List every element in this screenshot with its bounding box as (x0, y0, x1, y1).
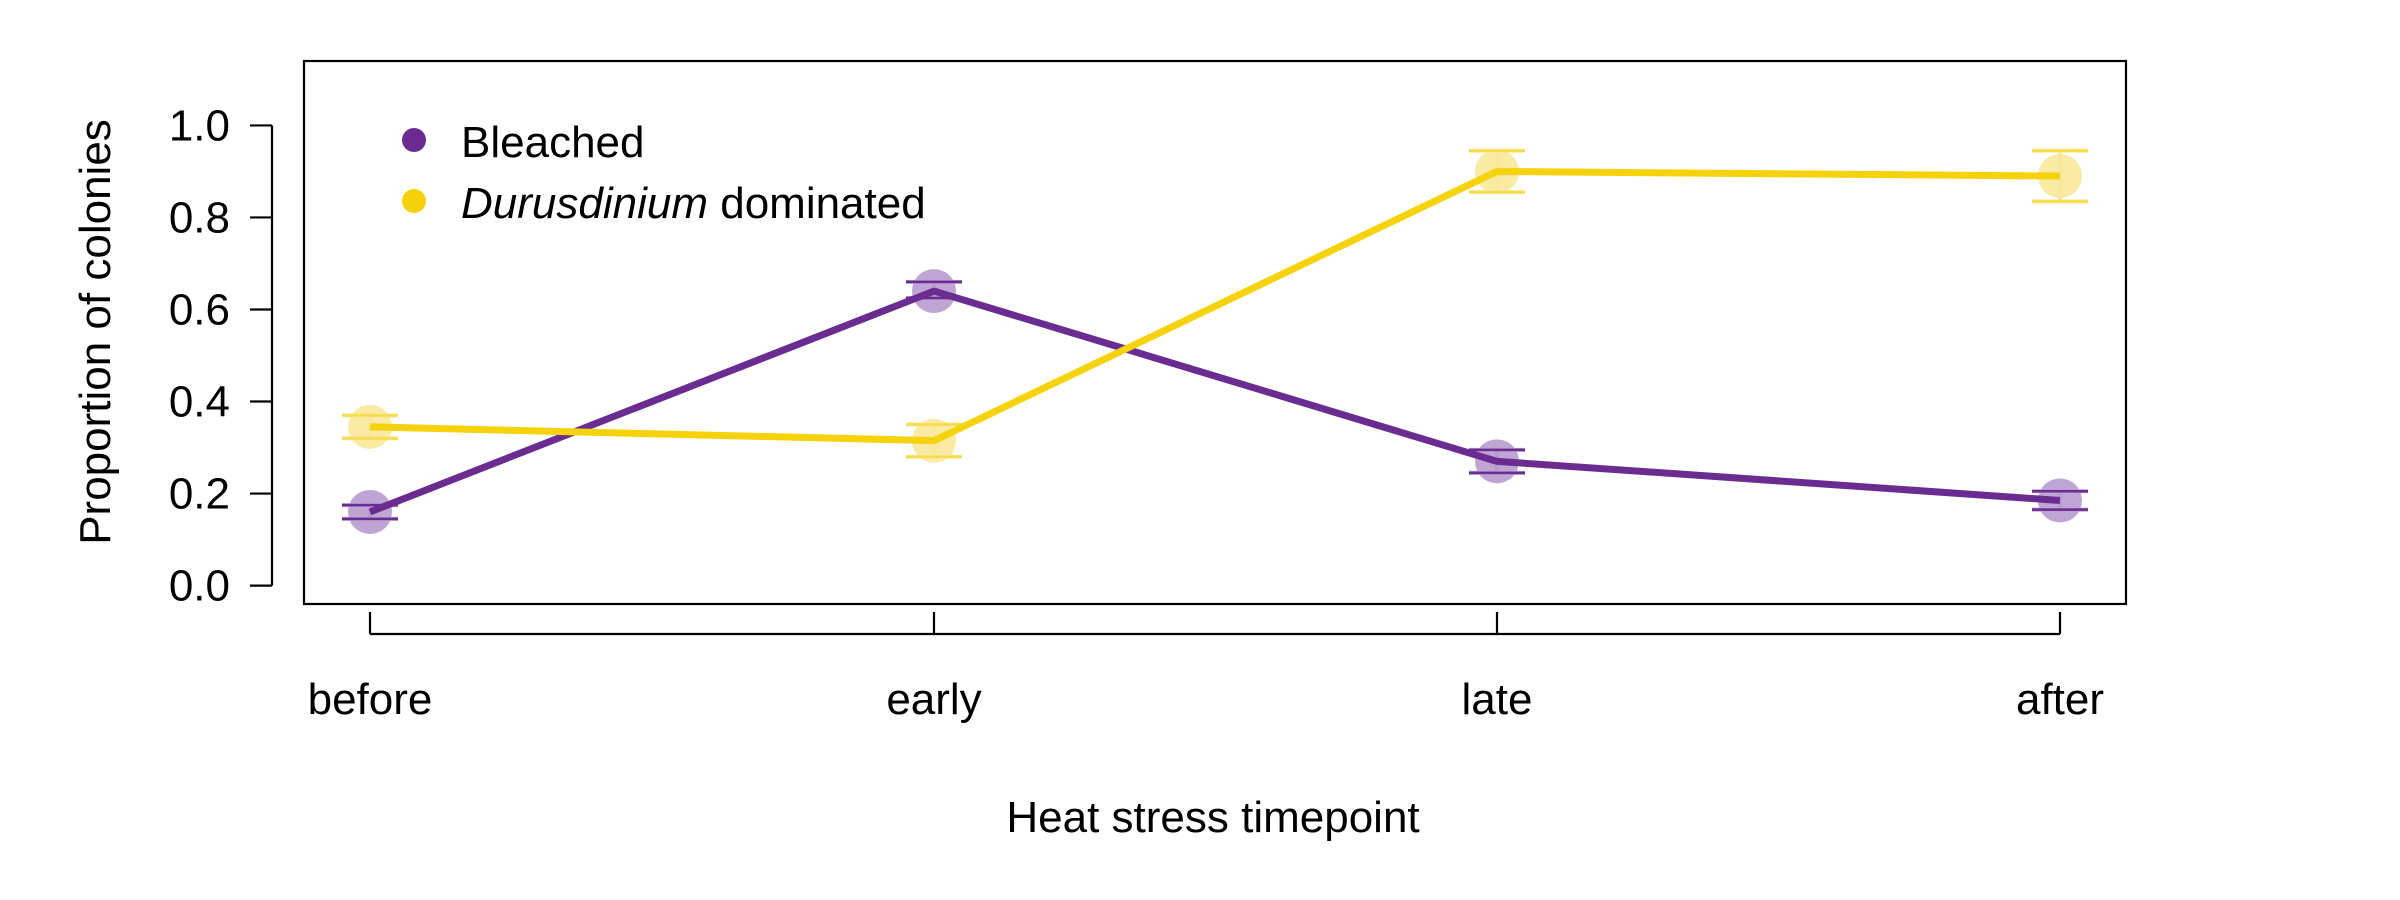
y-tick-label: 0.0 (169, 562, 230, 611)
y-tick-label: 0.4 (169, 378, 230, 427)
legend-label-bleached: Bleached (461, 118, 644, 167)
legend-label-rest: dominated (720, 179, 925, 228)
y-tick-label: 0.2 (169, 470, 230, 519)
series-bleached (342, 269, 2088, 534)
plot-area-frame (302, 59, 2128, 606)
legend-marker-bleached (402, 128, 426, 152)
x-axis-label: Heat stress timepoint (1006, 793, 1419, 842)
x-tick-label: early (886, 675, 981, 724)
series-layer (342, 148, 2088, 534)
legend-label-durusdinium: Durusdinium dominated (461, 179, 926, 228)
legend: Bleached Durusdinium dominated (402, 118, 926, 228)
legend-label-italic: Durusdinium (461, 179, 708, 228)
y-tick-label: 1.0 (169, 101, 230, 150)
series-durusdinium (342, 148, 2088, 463)
x-tick-label: late (1462, 675, 1533, 724)
series-line (369, 167, 2061, 445)
y-axis-label: Proportion of colonies (71, 119, 120, 545)
y-tick-label: 0.8 (169, 193, 230, 242)
x-tick-label: before (308, 675, 433, 724)
y-axis: 0.0 0.2 0.4 0.6 0.8 1.0 (169, 101, 274, 611)
x-tick-label: after (2016, 675, 2104, 724)
series-line (368, 287, 2061, 516)
x-axis: before early late after (308, 612, 2104, 724)
legend-marker-durusdinium (402, 189, 426, 213)
y-tick-label: 0.6 (169, 285, 230, 334)
